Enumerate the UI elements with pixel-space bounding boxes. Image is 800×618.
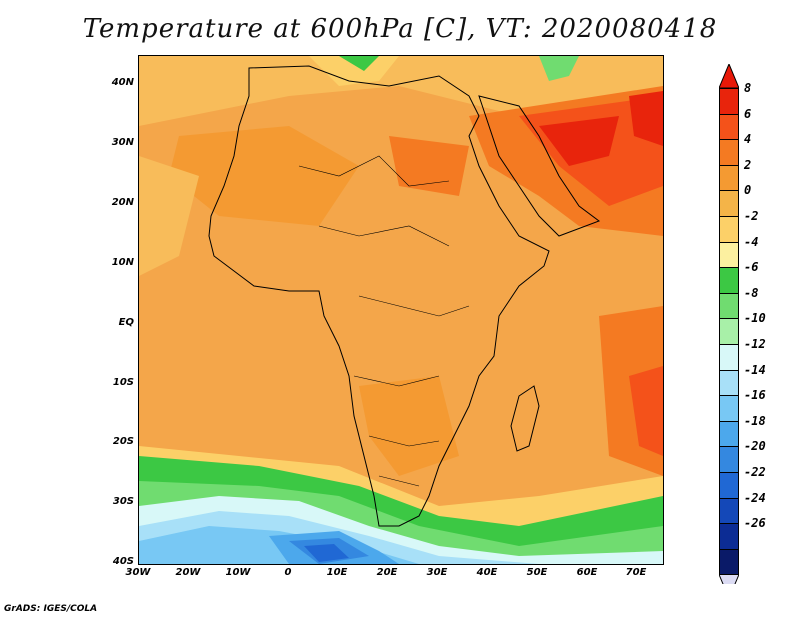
lat-label: 10S <box>112 377 134 388</box>
lon-label: 40E <box>476 567 498 578</box>
colorbar-label: -16 <box>744 388 766 403</box>
colorbar-segment <box>719 318 739 345</box>
map-panel <box>138 55 664 565</box>
colorbar-label: 6 <box>744 106 752 121</box>
colorbar-segment <box>719 472 739 499</box>
colorbar-segment <box>719 241 739 269</box>
colorbar-label: -8 <box>744 285 759 300</box>
lon-label: 20W <box>175 567 201 578</box>
colorbar-bottom-arrow <box>719 573 739 584</box>
colorbar-segment <box>719 344 739 371</box>
colorbar-label: -10 <box>744 311 766 326</box>
colorbar-label: -14 <box>744 362 766 377</box>
lon-label: 0 <box>284 567 292 578</box>
lon-label: 20E <box>376 567 398 578</box>
lat-label: 10N <box>111 257 134 268</box>
colorbar-segment <box>719 267 739 294</box>
colorbar-segment <box>719 369 739 397</box>
colorbar-segment <box>719 113 739 141</box>
colorbar-label: -24 <box>744 490 766 505</box>
colorbar-segment <box>719 497 739 525</box>
lat-label: 30N <box>111 137 134 148</box>
lat-label: EQ <box>118 317 134 328</box>
colorbar-segment <box>719 548 739 576</box>
colorbar-segment <box>719 190 739 217</box>
colorbar-label: -26 <box>744 516 766 531</box>
lat-label: 40N <box>111 77 134 88</box>
colorbar-label: -4 <box>744 234 759 249</box>
temperature-field <box>139 56 663 564</box>
lon-label: 10W <box>225 567 251 578</box>
colorbar-label: 0 <box>744 183 752 198</box>
colorbar-segment <box>719 446 739 473</box>
lon-label: 50E <box>526 567 548 578</box>
colorbar-label: 8 <box>744 81 752 95</box>
colorbar-label: -18 <box>744 413 766 428</box>
colorbar-label: -2 <box>744 209 759 223</box>
colorbar-label: 2 <box>744 157 752 172</box>
colorbar-segment <box>719 523 739 550</box>
colorbar-top-arrow <box>719 64 739 89</box>
colorbar-label: -12 <box>744 337 766 351</box>
lon-label: 30E <box>426 567 448 578</box>
lon-label: 70E <box>625 567 647 578</box>
lat-label: 20S <box>112 436 134 447</box>
colorbar-segment <box>719 164 739 192</box>
colorbar-segment <box>719 292 739 320</box>
colorbar-label: 4 <box>744 132 752 147</box>
lon-label: 30W <box>125 567 151 578</box>
credit-text: GrADS: IGES/COLA <box>4 604 98 614</box>
colorbar-label: -22 <box>744 465 766 479</box>
colorbar-segment <box>719 88 739 115</box>
lon-label: 60E <box>576 567 598 578</box>
lat-label: 30S <box>112 496 134 507</box>
lat-label: 40S <box>112 556 134 567</box>
colorbar-segment <box>719 395 739 422</box>
colorbar-segment <box>719 216 739 243</box>
lat-label: 20N <box>111 197 134 208</box>
colorbar-segment <box>719 420 739 448</box>
colorbar-label: -6 <box>744 260 759 275</box>
colorbar-label: -20 <box>744 439 766 454</box>
colorbar-segment <box>719 139 739 166</box>
lon-label: 10E <box>326 567 348 578</box>
chart-title: Temperature at 600hPa [C], VT: 202008041… <box>82 14 718 44</box>
